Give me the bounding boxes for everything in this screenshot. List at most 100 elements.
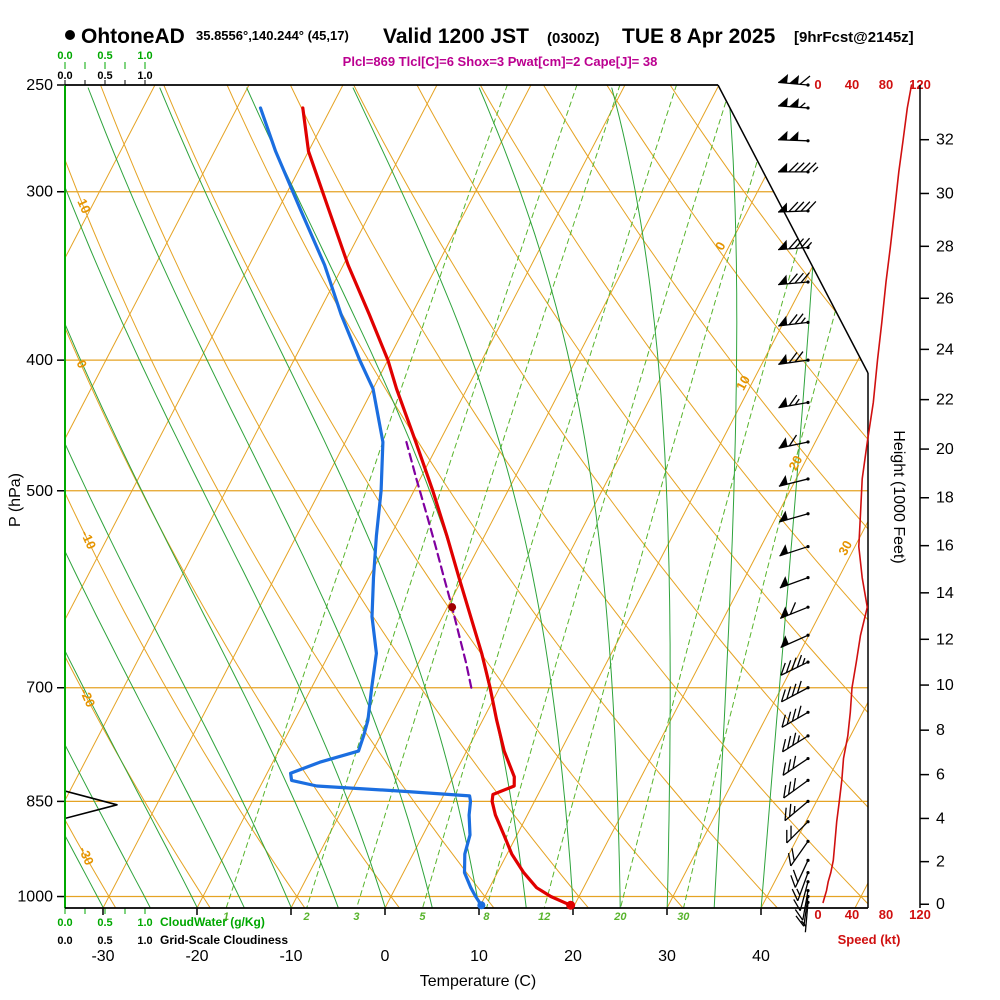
temperature-tick-label: 0 — [381, 948, 390, 965]
dry-adiabat-line — [226, 85, 778, 908]
isotherm-line — [290, 85, 720, 908]
mixing-ratio-label: 30 — [677, 911, 690, 923]
moist-adiabat-line — [611, 87, 671, 908]
height-tick-label: 4 — [936, 810, 945, 827]
mixing-ratio-line — [306, 85, 578, 908]
barb-half-feather — [812, 166, 819, 173]
cloudwater-scale-bot-2: 1.0 — [137, 917, 152, 929]
sounding-params: Plcl=869 Tlcl[C]=6 Shox=3 Pwat[cm]=2 Cap… — [343, 54, 658, 69]
barb-feather — [794, 201, 805, 212]
cloudwater-scale-top-2: 1.0 — [137, 50, 152, 62]
barb-feather — [791, 888, 799, 902]
barb-feather — [784, 807, 787, 821]
barb-feather — [794, 313, 804, 325]
barb-feather — [788, 314, 798, 326]
barb-pennant — [789, 98, 799, 108]
profiles — [65, 106, 573, 907]
speed-tick-label-top: 40 — [845, 77, 859, 92]
isotherm-line — [65, 85, 344, 908]
barb-pennant — [789, 131, 799, 141]
valid-utc: (0300Z) — [547, 30, 600, 47]
barb-feather — [790, 875, 796, 888]
height-tick-label: 0 — [936, 896, 945, 913]
barb-pennant — [778, 315, 788, 327]
mixing-ratio-label: 12 — [538, 911, 550, 923]
barb-feather — [791, 657, 797, 671]
barb-feather — [795, 915, 805, 927]
speed-tick-label-bottom: 80 — [879, 907, 893, 922]
moist-adiabat-line — [65, 87, 386, 908]
barb-feather — [800, 272, 810, 283]
barb-feather — [791, 708, 797, 722]
height-axis-title: Height (1000 Feet) — [890, 430, 907, 563]
mixing-ratio-label: 2 — [303, 911, 310, 923]
cloudwater-scale-bot-0: 0.0 — [57, 917, 72, 929]
dry-adiabat-line — [65, 85, 306, 908]
isotherm-line — [196, 85, 626, 908]
barb-feather — [782, 762, 787, 776]
barb-feather — [800, 162, 811, 173]
dry-adiabat-line — [289, 85, 868, 908]
dry-adiabat-label: -30 — [76, 844, 97, 867]
isotherm-line — [65, 85, 438, 908]
barb-staff — [781, 687, 809, 703]
mixing-ratio-label: 1 — [223, 911, 229, 923]
cloudiness-scale-bot-1: 0.5 — [97, 935, 112, 947]
barb-feather — [781, 738, 787, 752]
speed-tick-label-top: 0 — [814, 77, 821, 92]
dry-adiabat-line — [65, 85, 400, 908]
mixing-ratio-line — [225, 85, 508, 908]
barb-staff — [786, 821, 809, 844]
isotherm-line — [854, 85, 868, 908]
barb-pennant — [780, 606, 789, 619]
barb-feather — [783, 785, 787, 799]
temperature-axis-title: Temperature (C) — [420, 973, 536, 990]
moist-adiabat-line — [352, 87, 574, 908]
barb-staff — [778, 513, 809, 523]
barb-feather — [786, 711, 792, 725]
forecast-info: [9hrFcst@2145z] — [794, 29, 914, 46]
isotherm-line — [65, 85, 156, 908]
barb-feather — [791, 683, 797, 697]
barb-pennant — [778, 437, 788, 449]
moist-adiabat-line — [65, 87, 151, 908]
moist-adiabat-line — [87, 87, 433, 908]
cloudwater-scale-top-0: 0.0 — [57, 50, 72, 62]
barb-pennant — [778, 397, 788, 408]
dry-adiabat-line — [65, 85, 495, 908]
barb-staff — [782, 758, 809, 776]
height-tick-label: 12 — [936, 631, 954, 648]
dewpoint-curve — [258, 106, 483, 907]
barb-staff — [779, 606, 809, 620]
barb-feather — [787, 759, 792, 773]
barb-feather — [788, 238, 799, 250]
barb-feather — [781, 714, 787, 728]
barb-pennant — [778, 202, 788, 212]
mixing-ratio-line — [620, 85, 846, 908]
barb-feather — [789, 602, 797, 615]
moist-adiabat-line — [65, 87, 339, 908]
barb-feather — [788, 273, 798, 285]
cloudwater-scale-top-1: 0.5 — [97, 50, 112, 62]
barb-half-feather — [799, 102, 806, 108]
isotherm-line — [65, 85, 250, 908]
barb-staff — [777, 210, 809, 213]
moist-adiabat-line — [65, 87, 198, 908]
isotherm-label: 30 — [835, 538, 855, 558]
barb-feather — [792, 755, 797, 769]
barb-feather — [796, 680, 802, 694]
pressure-tick-label: 500 — [26, 483, 53, 500]
barb-feather — [788, 394, 798, 407]
barb-feather — [799, 75, 811, 85]
barb-pennant — [779, 544, 789, 556]
pressure-tick-label: 1000 — [17, 889, 53, 906]
cloudiness-scale-top-0: 0.0 — [57, 70, 72, 82]
barb-staff — [782, 735, 809, 753]
temperature-tick-label: 10 — [470, 948, 488, 965]
mixing-ratio-label: 8 — [483, 911, 490, 923]
barb-feather — [794, 162, 805, 173]
dry-adiabat-line — [543, 85, 868, 908]
pressure-tick-label: 700 — [26, 680, 53, 697]
